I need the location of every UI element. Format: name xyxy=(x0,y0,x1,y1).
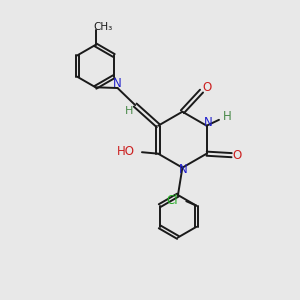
Text: O: O xyxy=(202,81,211,94)
Text: H: H xyxy=(223,110,231,123)
Text: H: H xyxy=(125,106,134,116)
Text: N: N xyxy=(112,77,121,90)
Text: N: N xyxy=(178,163,188,176)
Text: N: N xyxy=(204,116,212,129)
Text: CH₃: CH₃ xyxy=(93,22,112,32)
Text: Cl: Cl xyxy=(167,194,178,207)
Text: HO: HO xyxy=(117,145,135,158)
Text: O: O xyxy=(232,149,241,162)
